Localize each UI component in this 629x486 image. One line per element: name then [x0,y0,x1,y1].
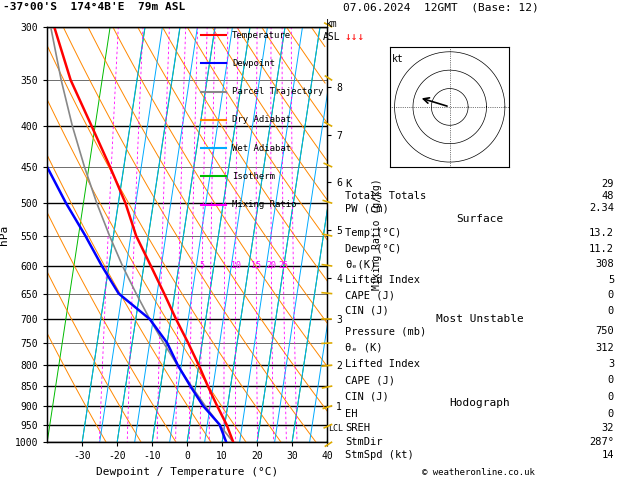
Text: km: km [326,19,337,30]
Text: θₑ(K): θₑ(K) [345,259,376,269]
Text: 14: 14 [601,451,614,460]
Text: 750: 750 [596,327,614,336]
Text: 308: 308 [596,259,614,269]
Text: StmSpd (kt): StmSpd (kt) [345,451,414,460]
Text: 10: 10 [231,261,241,270]
Text: ↓↓↓: ↓↓↓ [345,32,365,42]
Text: 0: 0 [608,306,614,315]
Text: 20: 20 [267,261,276,270]
Text: Lifted Index: Lifted Index [345,359,420,369]
Text: 32: 32 [601,423,614,433]
Text: Isotherm: Isotherm [232,172,275,181]
Text: 13.2: 13.2 [589,228,614,238]
Text: CIN (J): CIN (J) [345,392,389,401]
Text: SREH: SREH [345,423,370,433]
Text: 5: 5 [199,261,204,270]
Text: kt: kt [392,54,404,64]
Text: 15: 15 [251,261,261,270]
Text: 07.06.2024  12GMT  (Base: 12): 07.06.2024 12GMT (Base: 12) [343,2,538,13]
Text: 11.2: 11.2 [589,244,614,254]
Text: PW (cm): PW (cm) [345,203,389,213]
Text: 25: 25 [279,261,288,270]
Text: θₑ (K): θₑ (K) [345,343,382,353]
Text: Dry Adiabat: Dry Adiabat [232,115,291,124]
Text: Pressure (mb): Pressure (mb) [345,327,426,336]
Text: Mixing Ratio (g/kg): Mixing Ratio (g/kg) [372,179,382,290]
Text: Parcel Trajectory: Parcel Trajectory [232,87,323,96]
Text: CIN (J): CIN (J) [345,306,389,315]
Text: Wet Adiabat: Wet Adiabat [232,143,291,153]
Text: © weatheronline.co.uk: © weatheronline.co.uk [421,468,535,477]
Text: Temperature: Temperature [232,31,291,39]
Text: Surface: Surface [456,214,503,225]
Text: CAPE (J): CAPE (J) [345,290,395,300]
Text: 0: 0 [608,375,614,385]
X-axis label: Dewpoint / Temperature (°C): Dewpoint / Temperature (°C) [96,467,278,477]
Text: 287°: 287° [589,436,614,447]
Text: Dewpoint: Dewpoint [232,59,275,68]
Text: Totals Totals: Totals Totals [345,191,426,201]
Text: 0: 0 [608,409,614,419]
Text: ASL: ASL [323,32,340,42]
Text: LCL: LCL [328,424,343,434]
Text: K: K [345,179,352,190]
Text: 48: 48 [601,191,614,201]
Text: 3: 3 [608,359,614,369]
Text: Mixing Ratio: Mixing Ratio [232,200,296,209]
Text: Temp (°C): Temp (°C) [345,228,401,238]
Text: StmDir: StmDir [345,436,382,447]
Text: Most Unstable: Most Unstable [436,313,523,324]
Text: CAPE (J): CAPE (J) [345,375,395,385]
Text: Hodograph: Hodograph [449,398,510,408]
Text: 5: 5 [608,275,614,285]
Text: Lifted Index: Lifted Index [345,275,420,285]
Text: 0: 0 [608,392,614,401]
Text: 0: 0 [608,290,614,300]
Text: 312: 312 [596,343,614,353]
Text: 29: 29 [601,179,614,190]
Text: Dewp (°C): Dewp (°C) [345,244,401,254]
Text: 2.34: 2.34 [589,203,614,213]
Text: -37°00'S  174°4B'E  79m ASL: -37°00'S 174°4B'E 79m ASL [3,2,186,13]
Y-axis label: hPa: hPa [0,225,9,244]
Text: EH: EH [345,409,358,419]
